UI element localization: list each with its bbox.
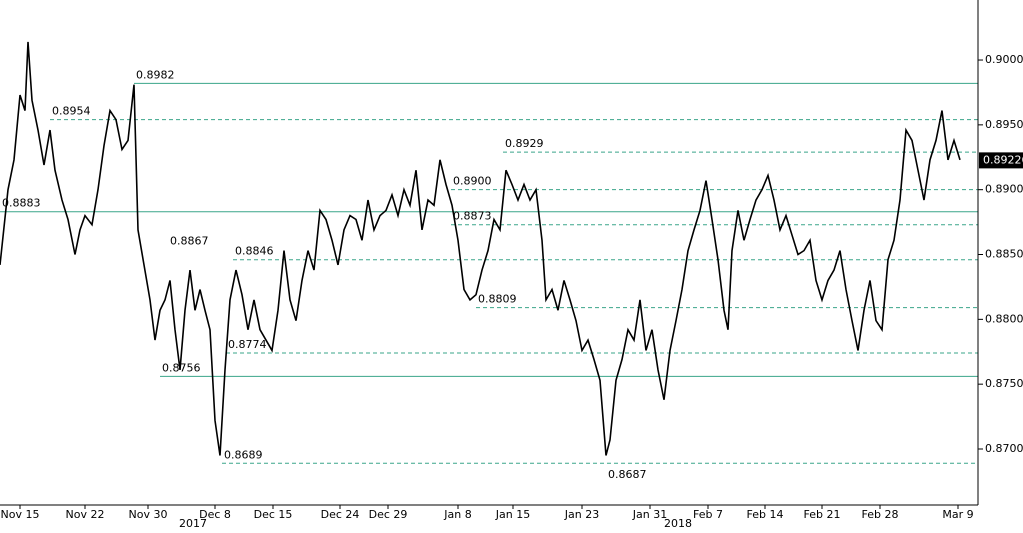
level-label: 0.8809 xyxy=(478,293,517,306)
level-label: 0.8929 xyxy=(505,137,544,150)
x-tick-label: Dec 24 xyxy=(321,508,360,521)
y-tick-label: 0.90000 xyxy=(985,53,1023,66)
level-label: 0.8883 xyxy=(2,197,41,210)
level-label: 0.8846 xyxy=(235,245,274,258)
x-tick-label: Jan 23 xyxy=(564,508,599,521)
x-tick-label: Dec 8 xyxy=(199,508,231,521)
x-tick-label: Feb 28 xyxy=(862,508,899,521)
x-tick-label: Jan 8 xyxy=(443,508,471,521)
level-label: 0.8867 xyxy=(170,234,209,247)
last-price-label: 0.89226 xyxy=(983,153,1023,166)
x-tick-label: Feb 7 xyxy=(693,508,723,521)
level-label: 0.8774 xyxy=(228,338,267,351)
year-label: 2018 xyxy=(664,517,692,529)
x-tick-label: Nov 15 xyxy=(1,508,40,521)
x-tick-label: Nov 30 xyxy=(129,508,168,521)
x-tick-label: Feb 14 xyxy=(747,508,784,521)
level-label: 0.8982 xyxy=(136,68,175,81)
x-tick-label: Mar 9 xyxy=(942,508,973,521)
x-tick-label: Jan 15 xyxy=(495,508,530,521)
level-label: 0.8689 xyxy=(224,448,263,461)
level-label: 0.8756 xyxy=(162,361,201,374)
price-line xyxy=(0,41,961,456)
level-label: 0.8900 xyxy=(453,175,492,188)
x-tick-label: Dec 15 xyxy=(254,508,293,521)
level-label: 0.8954 xyxy=(52,105,91,118)
x-tick-label: Nov 22 xyxy=(66,508,105,521)
level-label: 0.8687 xyxy=(608,468,647,481)
level-label: 0.8873 xyxy=(453,210,492,223)
year-label: 2017 xyxy=(179,517,207,529)
last-price-box xyxy=(979,152,1023,169)
x-tick-label: Dec 29 xyxy=(369,508,408,521)
x-tick-label: Feb 21 xyxy=(804,508,841,521)
x-tick-label: Jan 31 xyxy=(632,508,667,521)
